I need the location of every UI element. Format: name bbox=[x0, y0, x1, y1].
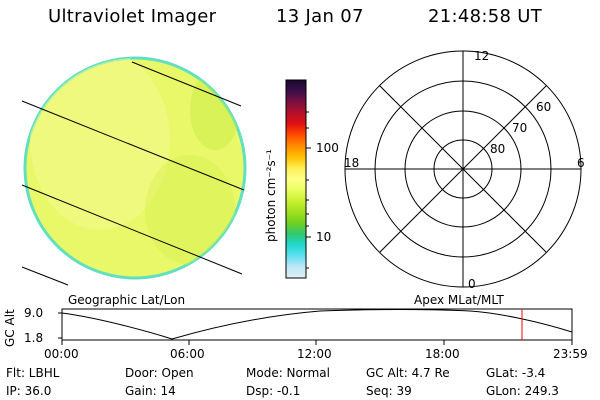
filter-readout: Flt: LBHL bbox=[6, 366, 60, 380]
earth-image bbox=[23, 56, 247, 280]
apex-label: Apex MLat/MLT bbox=[414, 293, 504, 307]
mlat-label-80: 80 bbox=[490, 142, 506, 156]
gc-alt-readout: GC Alt: 4.7 Re bbox=[366, 366, 450, 380]
colorbar bbox=[285, 79, 311, 279]
xtick-1200: 12:00 bbox=[297, 347, 332, 361]
mlt-label-0: 0 bbox=[468, 277, 476, 291]
geographic-grid-lines bbox=[21, 61, 245, 286]
instrument-title: Ultraviolet Imager bbox=[48, 6, 217, 27]
glon-readout: GLon: 249.3 bbox=[486, 384, 559, 398]
time-label: 21:48:58 UT bbox=[428, 6, 543, 27]
altitude-ylabel: GC Alt bbox=[3, 309, 17, 347]
mode-readout: Mode: Normal bbox=[246, 366, 330, 380]
mlt-label-12: 12 bbox=[474, 49, 490, 63]
colorbar-unit-label: photon cm⁻²s⁻¹ bbox=[264, 149, 278, 242]
altitude-ytick-top: 9.0 bbox=[24, 306, 44, 320]
glat-readout: GLat: -3.4 bbox=[486, 366, 546, 380]
colorbar-label-100: 100 bbox=[316, 141, 339, 155]
polar-grid bbox=[344, 50, 582, 288]
gain-readout: Gain: 14 bbox=[125, 384, 176, 398]
mlat-label-60: 60 bbox=[536, 100, 552, 114]
geographic-label: Geographic Lat/Lon bbox=[68, 293, 186, 307]
altitude-curve bbox=[61, 309, 573, 340]
xtick-0000: 00:00 bbox=[44, 347, 79, 361]
mlt-label-18: 18 bbox=[344, 156, 360, 170]
mlat-label-70: 70 bbox=[512, 121, 528, 135]
ip-readout: IP: 36.0 bbox=[6, 384, 52, 398]
altitude-plot bbox=[58, 308, 573, 345]
date-label: 13 Jan 07 bbox=[276, 6, 364, 27]
xtick-2359: 23:59 bbox=[553, 347, 588, 361]
xtick-1800: 18:00 bbox=[425, 347, 460, 361]
mlt-label-6: 6 bbox=[577, 156, 585, 170]
altitude-plot-frame bbox=[61, 308, 573, 341]
seq-readout: Seq: 39 bbox=[366, 384, 412, 398]
dsp-readout: Dsp: -0.1 bbox=[246, 384, 301, 398]
door-readout: Door: Open bbox=[125, 366, 194, 380]
colorbar-label-10: 10 bbox=[316, 230, 332, 244]
altitude-ytick-bottom: 1.8 bbox=[24, 331, 44, 345]
xtick-0600: 06:00 bbox=[170, 347, 205, 361]
